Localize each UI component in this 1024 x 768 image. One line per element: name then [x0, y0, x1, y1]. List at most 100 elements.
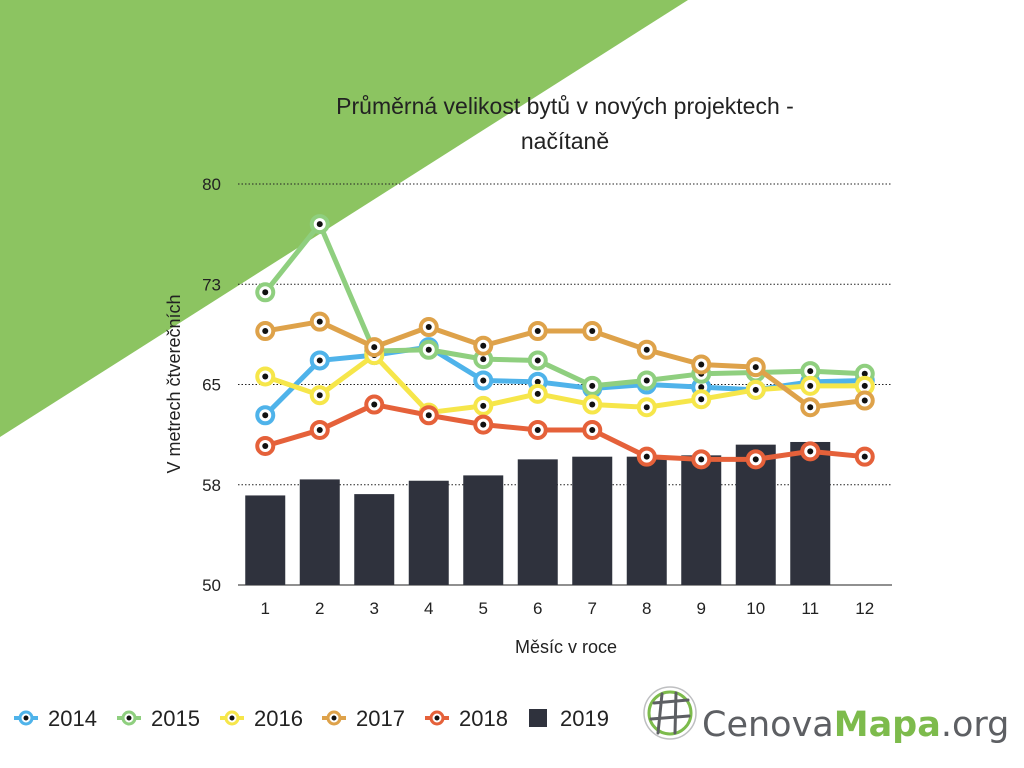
- data-point: [255, 282, 276, 303]
- data-point: [418, 405, 439, 426]
- x-tick-label: 6: [533, 599, 542, 618]
- data-point: [473, 335, 494, 356]
- x-tick-label: 7: [588, 599, 597, 618]
- legend-swatch: [425, 710, 449, 726]
- data-point: [745, 379, 766, 400]
- data-point: [582, 321, 603, 342]
- data-point: [636, 370, 657, 391]
- data-point: [364, 394, 385, 415]
- data-point: [582, 394, 603, 415]
- y-axis-ticks: 80 73 65 58 50: [202, 175, 221, 595]
- x-axis-title: Měsíc v roce: [515, 637, 617, 657]
- data-point: [418, 339, 439, 360]
- data-point: [527, 383, 548, 404]
- x-tick-label: 10: [746, 599, 765, 618]
- bar: [463, 475, 504, 585]
- legend-label: 2018: [459, 706, 508, 731]
- x-tick-label: 5: [479, 599, 488, 618]
- data-point: [309, 214, 330, 235]
- bar: [572, 456, 613, 585]
- data-point: [473, 395, 494, 416]
- data-point: [255, 405, 276, 426]
- chart-title-line-1: Průměrná velikost bytů v nových projekte…: [336, 93, 794, 119]
- line-series-group: [255, 214, 875, 470]
- bar-series-2019: [245, 441, 831, 585]
- cenovamapa-logo: CenovaMapa.org: [643, 686, 1009, 745]
- legend: 2014 2015 2016 2017 2018 2019: [14, 706, 609, 731]
- bar: [517, 459, 558, 585]
- data-point: [527, 321, 548, 342]
- bar: [299, 479, 340, 585]
- data-point: [854, 390, 875, 411]
- data-point: [582, 419, 603, 440]
- bar: [245, 495, 286, 585]
- legend-swatch: [529, 709, 547, 727]
- data-point: [364, 337, 385, 358]
- data-point: [582, 375, 603, 396]
- legend-swatch: [220, 710, 244, 726]
- data-point: [745, 357, 766, 378]
- data-point: [745, 449, 766, 470]
- legend-label: 2017: [356, 706, 405, 731]
- bar: [626, 456, 667, 585]
- line-series: [255, 311, 875, 418]
- data-point: [691, 389, 712, 410]
- data-point: [854, 446, 875, 467]
- x-tick-label: 1: [261, 599, 270, 618]
- data-point: [691, 354, 712, 375]
- line-series: [255, 214, 875, 396]
- series-line: [262, 319, 868, 410]
- logo-text: CenovaMapa.org: [702, 705, 1009, 745]
- y-tick-label: 73: [202, 275, 221, 294]
- legend-label: 2015: [151, 706, 200, 731]
- legend-label: 2019: [560, 706, 609, 731]
- legend-item: 2017: [322, 706, 405, 731]
- line-series: [255, 337, 875, 426]
- chart-title-line-2: načítaně: [521, 128, 609, 154]
- data-point: [255, 321, 276, 342]
- x-tick-label: 12: [855, 599, 874, 618]
- x-tick-label: 11: [801, 599, 819, 618]
- data-point: [636, 446, 657, 467]
- bar: [354, 494, 395, 585]
- logo-text-mapa: Mapa: [834, 705, 941, 745]
- legend-label: 2014: [48, 706, 97, 731]
- y-axis-title: V metrech čtverečních: [164, 294, 184, 473]
- x-tick-label: 4: [424, 599, 433, 618]
- data-point: [691, 449, 712, 470]
- x-tick-label: 9: [697, 599, 706, 618]
- data-point: [527, 419, 548, 440]
- data-point: [309, 419, 330, 440]
- data-point: [473, 414, 494, 435]
- data-point: [800, 441, 821, 462]
- data-point: [636, 339, 657, 360]
- data-point: [636, 397, 657, 418]
- legend-item: 2018: [425, 706, 508, 731]
- line-series: [255, 394, 875, 470]
- data-point: [473, 370, 494, 391]
- legend-swatch: [14, 710, 38, 726]
- legend-item: 2014: [14, 706, 97, 731]
- globe-grid-icon: [643, 686, 697, 740]
- data-point: [255, 435, 276, 456]
- logo-text-cenova: Cenova: [702, 705, 834, 745]
- y-tick-label: 50: [202, 576, 221, 595]
- data-point: [527, 350, 548, 371]
- data-point: [800, 397, 821, 418]
- data-point: [800, 375, 821, 396]
- legend-item: 2015: [117, 706, 200, 731]
- legend-item: 2019: [529, 706, 609, 731]
- logo-text-org: .org: [941, 705, 1010, 745]
- data-point: [309, 350, 330, 371]
- x-tick-label: 8: [642, 599, 651, 618]
- bar: [790, 441, 831, 585]
- corner-green-decoration: [0, 0, 688, 437]
- data-point: [418, 317, 439, 338]
- legend-label: 2016: [254, 706, 303, 731]
- y-tick-label: 65: [202, 376, 221, 395]
- x-tick-label: 3: [370, 599, 379, 618]
- data-point: [309, 385, 330, 406]
- legend-item: 2016: [220, 706, 303, 731]
- x-axis-ticks: 1 2 3 4 5 6 7 8 9 10 11 12: [261, 599, 875, 618]
